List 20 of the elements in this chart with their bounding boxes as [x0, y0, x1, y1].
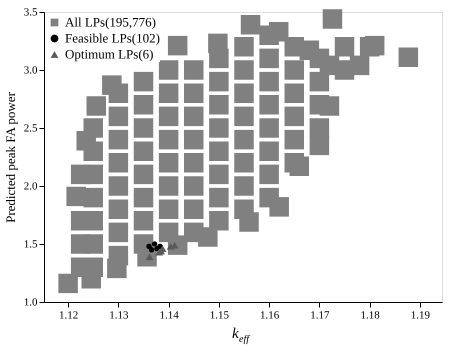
y-tick-label: 1.5: [24, 238, 38, 250]
y-axis-title: Predicted peak FA power: [2, 91, 18, 223]
x-tick-label: 1.19: [410, 310, 431, 322]
x-tick-label: 1.12: [58, 310, 78, 322]
x-tick-label: 1.17: [310, 310, 330, 322]
y-tick-label: 3.0: [24, 64, 38, 76]
x-tick-label: 1.16: [260, 310, 280, 322]
x-tick-label: 1.14: [160, 310, 180, 322]
x-tick-label: 1.15: [210, 310, 230, 322]
y-tick-label: 2.5: [24, 122, 38, 134]
point: [152, 241, 158, 247]
y-tick-label: 2.0: [24, 180, 38, 192]
legend-label: Optimum LPs(6): [65, 46, 154, 62]
x-tick-label: 1.18: [360, 310, 380, 322]
x-tick-label: 1.13: [109, 310, 129, 322]
legend-label: Feasible LPs(102): [65, 30, 160, 46]
y-tick-label: 3.5: [24, 6, 38, 18]
point: [148, 247, 154, 253]
y-tick-label: 1.0: [24, 296, 38, 308]
legend-label: All LPs(195,776): [65, 14, 156, 30]
